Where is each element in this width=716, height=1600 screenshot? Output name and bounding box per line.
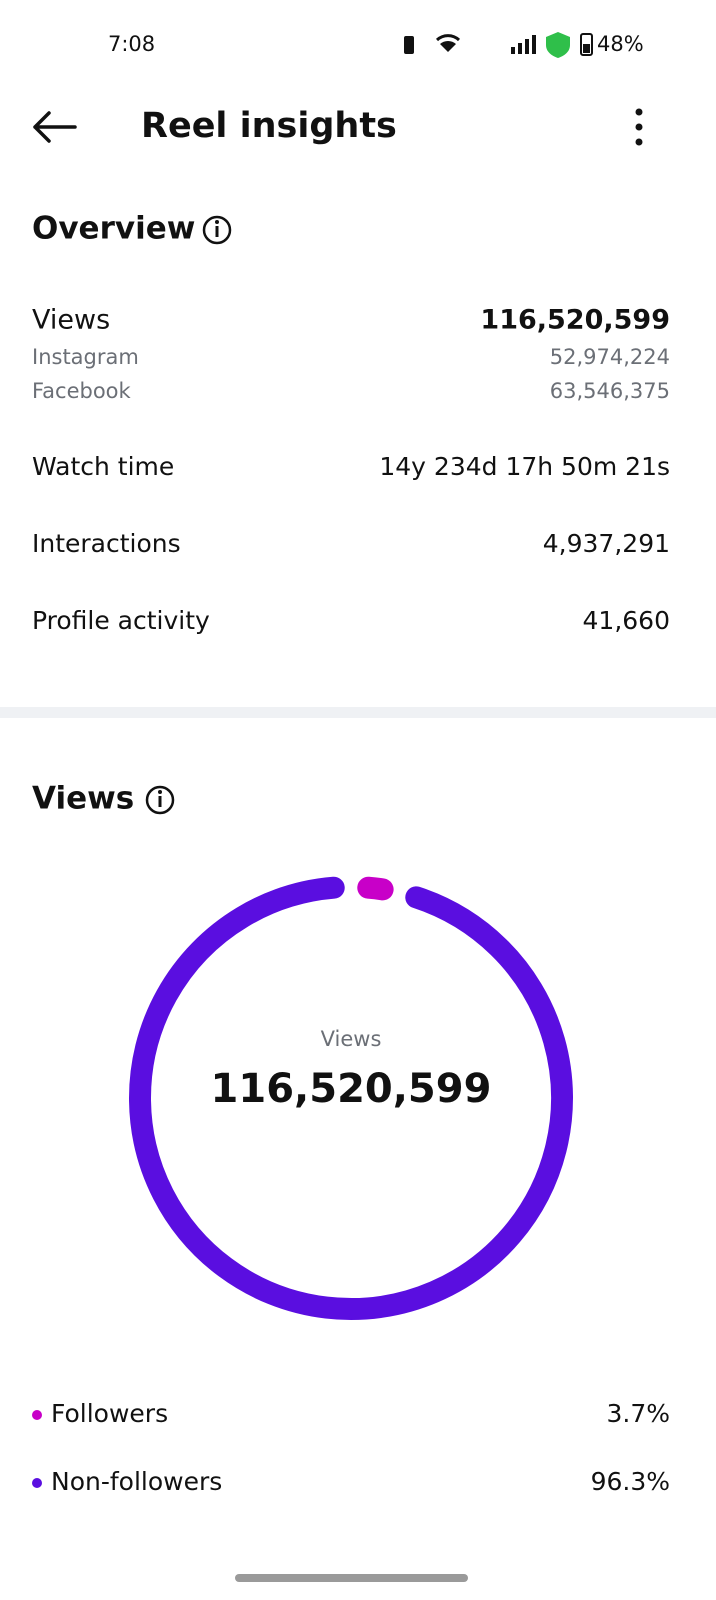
back-button[interactable] [33, 111, 77, 143]
metric-label: Watch time [32, 452, 174, 481]
metric-label: Views [32, 305, 110, 336]
legend-dot [32, 1478, 42, 1488]
donut-chart [129, 876, 573, 1320]
legend-label: Non-followers [51, 1467, 222, 1496]
section-title: Overview [32, 211, 195, 247]
metric-label: Profile activity [32, 606, 210, 635]
home-indicator [235, 1574, 468, 1582]
legend-dot [32, 1410, 42, 1420]
battery-level: 48% [597, 32, 644, 56]
info-icon[interactable] [202, 215, 232, 245]
donut-segment [129, 876, 573, 1320]
legend: Followers 3.7% Non-followers 96.3% [32, 1399, 670, 1496]
metric-value: 116,520,599 [480, 305, 670, 336]
divider [0, 707, 716, 718]
more-button[interactable] [635, 108, 643, 146]
donut-center-value: 116,520,599 [211, 1066, 492, 1112]
breakdown-value: 52,974,224 [550, 345, 670, 369]
status-time: 7:08 [108, 32, 155, 56]
breakdown-label: Facebook [32, 379, 132, 403]
donut-center-label: Views [321, 1027, 382, 1051]
status-icons [404, 32, 593, 58]
page-title: Reel insights [141, 106, 397, 146]
metric-value: 14y 234d 17h 50m 21s [379, 452, 670, 481]
donut-segment [357, 876, 394, 901]
section-title: Views [32, 781, 134, 817]
metric-value: 4,937,291 [543, 529, 670, 558]
legend-value: 96.3% [591, 1467, 670, 1496]
metric-label: Interactions [32, 529, 181, 558]
metric-value: 41,660 [583, 606, 670, 635]
info-icon[interactable] [145, 785, 175, 815]
legend-label: Followers [51, 1399, 168, 1428]
breakdown-value: 63,546,375 [550, 379, 670, 403]
legend-value: 3.7% [606, 1399, 670, 1428]
breakdown-label: Instagram [32, 345, 139, 369]
